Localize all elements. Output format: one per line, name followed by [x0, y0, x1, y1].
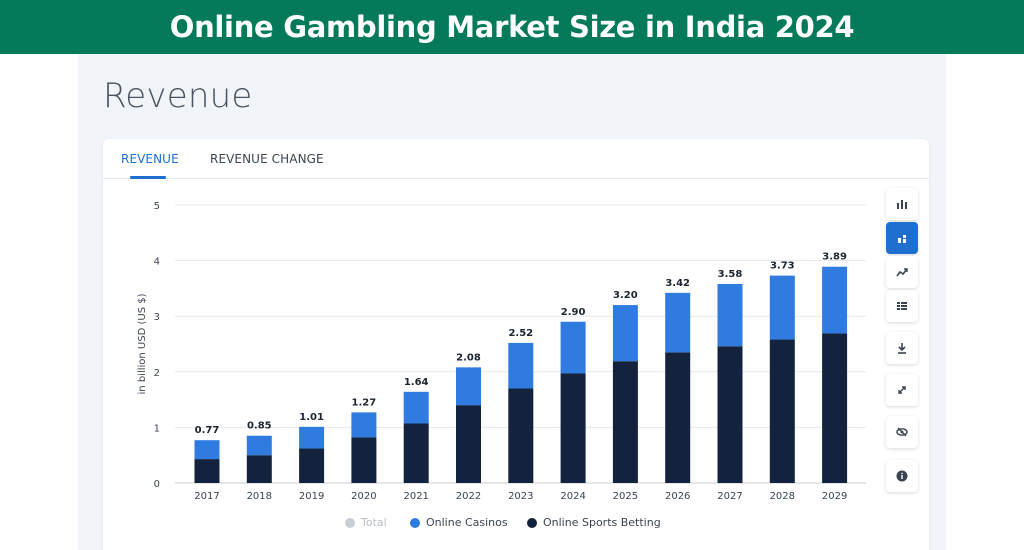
data-label-total: 1.01: [299, 412, 324, 423]
legend-label-total: Total: [361, 516, 387, 529]
bar-sports-betting: [456, 405, 481, 483]
data-label-total: 2.90: [561, 307, 586, 318]
bar-chart-button[interactable]: [886, 188, 918, 220]
bar-online-casinos: [717, 283, 743, 347]
legend-item-total[interactable]: Total: [345, 516, 387, 529]
bar-sports-betting: [194, 459, 220, 483]
x-tick-label: 2026: [665, 491, 690, 502]
bar-online-casinos: [560, 321, 586, 374]
legend-label-online-casinos: Online Casinos: [426, 516, 508, 529]
bar-online-casinos: [822, 266, 848, 334]
legend-dot-online-casinos: [410, 517, 420, 528]
bar-sports-betting: [717, 346, 743, 483]
bar-sports-betting: [246, 455, 272, 483]
y-tick-label: 1: [154, 423, 160, 434]
x-tick-label: 2020: [351, 491, 376, 502]
bar-sports-betting: [299, 448, 325, 483]
bar-online-casinos: [299, 426, 325, 449]
bar-sports-betting: [403, 423, 429, 483]
bar-sports-betting: [351, 437, 377, 483]
bar-online-casinos: [612, 305, 638, 362]
x-tick-label: 2021: [403, 491, 428, 502]
fullscreen-icon: [898, 386, 906, 394]
bar-online-casinos: [351, 412, 377, 438]
bar-online-casinos: [403, 391, 429, 424]
y-tick-label: 0: [154, 479, 160, 490]
x-tick-label: 2022: [456, 491, 481, 502]
data-label-total: 1.27: [352, 397, 377, 408]
data-label-total: 3.89: [822, 252, 847, 263]
tab-revenue-change[interactable]: REVENUE CHANGE: [210, 152, 324, 166]
fullscreen-button[interactable]: [886, 374, 918, 406]
active-tab-indicator: [130, 176, 166, 179]
banner-title: Online Gambling Market Size in India 202…: [169, 10, 855, 44]
info-button[interactable]: [886, 460, 918, 492]
page-margin-right: [946, 54, 1024, 550]
bar-sports-betting: [508, 388, 534, 483]
download-icon: [898, 343, 906, 354]
chart-legend: Total Online Casinos Online Sports Betti…: [0, 516, 1024, 534]
legend-dot-online-sports-betting: [527, 517, 537, 528]
bar-online-casinos: [246, 435, 272, 456]
banner: Online Gambling Market Size in India 202…: [0, 0, 1024, 54]
x-tick-label: 2017: [194, 491, 219, 502]
bar-sports-betting: [822, 333, 848, 483]
y-tick-label: 3: [154, 312, 160, 323]
data-label-total: 3.42: [665, 278, 690, 289]
info-icon: [896, 470, 908, 482]
bar-online-casinos: [456, 367, 481, 406]
line-chart-button[interactable]: [886, 256, 918, 288]
x-tick-label: 2018: [247, 491, 272, 502]
x-tick-label: 2025: [613, 491, 638, 502]
y-tick-label: 4: [154, 257, 160, 268]
bar-sports-betting: [560, 373, 586, 483]
bar-online-casinos: [769, 275, 795, 340]
table-icon: [897, 302, 907, 310]
tab-revenue[interactable]: REVENUE: [121, 152, 179, 166]
data-label-total: 1.64: [404, 377, 429, 388]
bar-chart-icon: [897, 200, 907, 209]
table-button[interactable]: [886, 290, 918, 322]
data-label-total: 2.52: [508, 328, 533, 339]
line-trend-icon: [896, 268, 908, 277]
hide-button[interactable]: [886, 416, 918, 448]
data-label-total: 0.77: [195, 425, 220, 436]
data-label-total: 3.58: [718, 269, 743, 280]
page-margin-left: [0, 54, 78, 550]
page-title: Revenue: [103, 76, 253, 116]
x-tick-label: 2024: [560, 491, 585, 502]
tab-bar: REVENUE REVENUE CHANGE: [103, 139, 929, 179]
download-button[interactable]: [886, 332, 918, 364]
x-tick-label: 2028: [770, 491, 795, 502]
x-tick-label: 2023: [508, 491, 533, 502]
bar-sports-betting: [612, 361, 638, 483]
hide-icon: [896, 427, 908, 437]
data-label-total: 0.85: [247, 421, 272, 432]
bar-online-casinos: [508, 342, 534, 389]
data-label-total: 2.08: [456, 352, 481, 363]
x-tick-label: 2027: [717, 491, 742, 502]
bar-sports-betting: [769, 339, 795, 483]
data-label-total: 3.73: [770, 261, 795, 272]
bar-online-casinos: [194, 440, 220, 460]
legend-item-online-sports-betting[interactable]: Online Sports Betting: [527, 516, 661, 529]
y-tick-label: 2: [154, 368, 160, 379]
x-tick-label: 2019: [299, 491, 324, 502]
stacked-bar-button[interactable]: [886, 222, 918, 254]
legend-label-online-sports-betting: Online Sports Betting: [543, 516, 661, 529]
bar-online-casinos: [665, 292, 691, 353]
y-tick-label: 5: [154, 201, 160, 212]
y-axis-label: in billion USD (US $): [137, 293, 148, 394]
data-label-total: 3.20: [613, 290, 638, 301]
legend-dot-total: [345, 517, 355, 528]
stacked-bar-icon: [898, 235, 906, 243]
bar-sports-betting: [665, 352, 691, 483]
legend-item-online-casinos[interactable]: Online Casinos: [410, 516, 508, 529]
x-tick-label: 2029: [822, 491, 847, 502]
